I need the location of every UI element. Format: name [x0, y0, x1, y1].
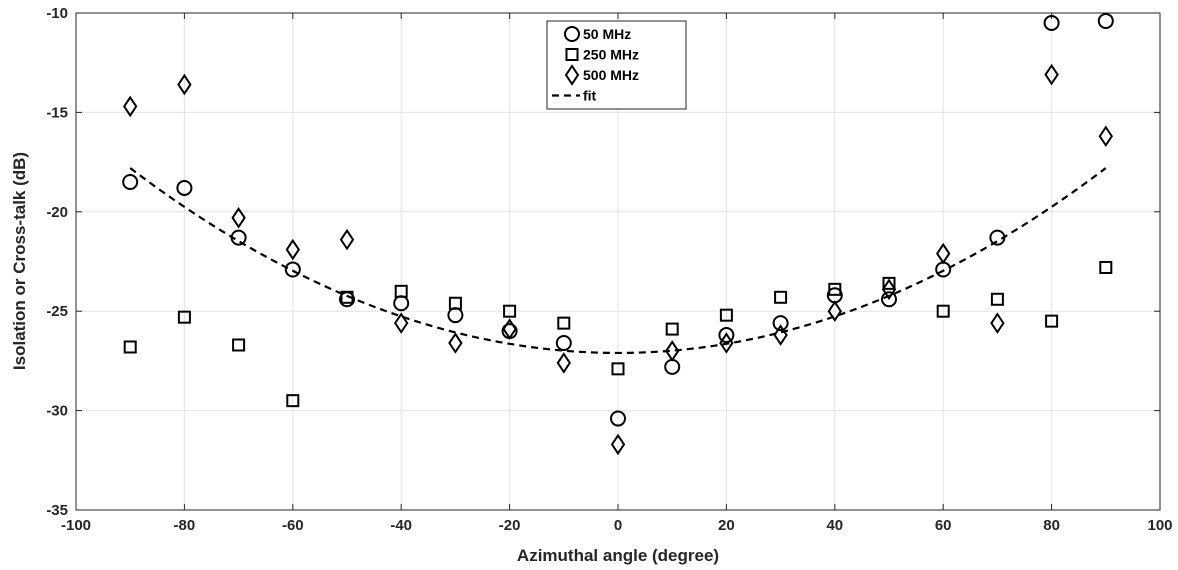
square-point	[123, 340, 137, 354]
x-axis-label: Azimuthal angle (degree)	[517, 546, 719, 565]
square-point	[503, 304, 517, 318]
x-tick-label: 80	[1043, 517, 1060, 534]
x-tick-label: -40	[390, 517, 412, 534]
series-diamond	[122, 63, 1114, 456]
diamond-point	[556, 352, 572, 374]
diamond-point	[177, 73, 192, 96]
x-tick-label: -100	[61, 517, 91, 534]
square-point	[1099, 260, 1113, 274]
circle-point	[718, 327, 735, 344]
circle-point	[284, 261, 301, 278]
legend: 50 MHz 250 MHz 500 MHz fit	[546, 20, 687, 110]
circle-point	[610, 410, 626, 427]
x-tick-label: 40	[826, 517, 843, 534]
square-point	[774, 290, 788, 304]
legend-label: 50 MHz	[583, 26, 631, 42]
circle-point	[989, 229, 1006, 246]
square-point	[828, 282, 842, 296]
legend-label: 500 MHz	[583, 67, 639, 83]
y-tick-label: -35	[46, 502, 68, 519]
legend-square-swatch	[565, 48, 579, 61]
y-axis-label: Isolation or Cross-talk (dB)	[10, 152, 29, 370]
x-tick-label: 100	[1147, 517, 1172, 534]
diamond-point	[827, 300, 843, 323]
circle-point	[1043, 14, 1060, 31]
diamond-point	[393, 312, 409, 334]
square-point	[936, 304, 950, 318]
circle-point	[664, 358, 681, 375]
diamond-point	[1098, 125, 1114, 148]
square-point	[340, 290, 354, 304]
circle-point	[122, 173, 139, 190]
circle-point	[230, 229, 247, 246]
square-point	[286, 394, 300, 408]
diamond-point	[935, 242, 951, 265]
x-tick-label: -80	[174, 517, 196, 534]
diamond-point	[502, 318, 517, 340]
diamond-point	[664, 340, 680, 362]
square-point	[1045, 314, 1059, 328]
square-point	[882, 276, 896, 290]
diamond-point	[448, 332, 463, 354]
y-tick-label: -15	[46, 104, 68, 121]
diamond-point	[719, 332, 734, 354]
square-point	[177, 310, 191, 324]
data-series	[122, 12, 1114, 456]
x-tick-label: -60	[282, 517, 304, 534]
legend-circle-swatch	[564, 26, 580, 42]
axis-ticks: -100 -80 -60 -40 -20 0 20 40 60 80 100 -10 -15 -20 -25…	[46, 5, 1172, 534]
square-point	[665, 322, 679, 336]
diamond-point	[1044, 63, 1059, 86]
square-point	[611, 362, 625, 376]
y-tick-label: -30	[46, 403, 68, 420]
diamond-point	[122, 95, 138, 118]
square-point	[557, 316, 571, 330]
diamond-point	[773, 324, 788, 346]
y-tick-label: -10	[46, 5, 68, 22]
x-tick-label: 60	[935, 517, 952, 534]
circle-point	[772, 315, 789, 332]
diamond-point	[990, 312, 1005, 334]
x-tick-label: 20	[718, 517, 735, 534]
y-tick-label: -25	[46, 303, 68, 320]
circle-point	[1097, 12, 1114, 29]
legend-diamond-swatch	[564, 64, 580, 86]
circle-point	[176, 179, 193, 196]
diamond-point	[881, 278, 897, 301]
square-point	[990, 292, 1004, 306]
circle-point	[881, 291, 897, 308]
fit-curve	[129, 167, 1107, 355]
legend-box	[546, 20, 687, 110]
series-square	[123, 260, 1113, 408]
square-point	[232, 338, 246, 352]
diamond-point	[231, 206, 246, 229]
series-circle	[122, 12, 1114, 427]
square-point	[448, 296, 462, 310]
legend-label: 250 MHz	[583, 47, 639, 63]
legend-label: fit	[583, 88, 597, 104]
circle-point	[447, 307, 464, 324]
diamond-point	[339, 228, 355, 251]
square-point	[394, 284, 408, 298]
circle-point	[555, 335, 572, 352]
diamond-point	[285, 238, 301, 261]
y-tick-label: -20	[46, 204, 68, 221]
x-tick-label: -20	[499, 517, 521, 534]
square-point	[719, 308, 733, 322]
diamond-point	[610, 433, 626, 456]
x-tick-label: 0	[614, 517, 622, 534]
